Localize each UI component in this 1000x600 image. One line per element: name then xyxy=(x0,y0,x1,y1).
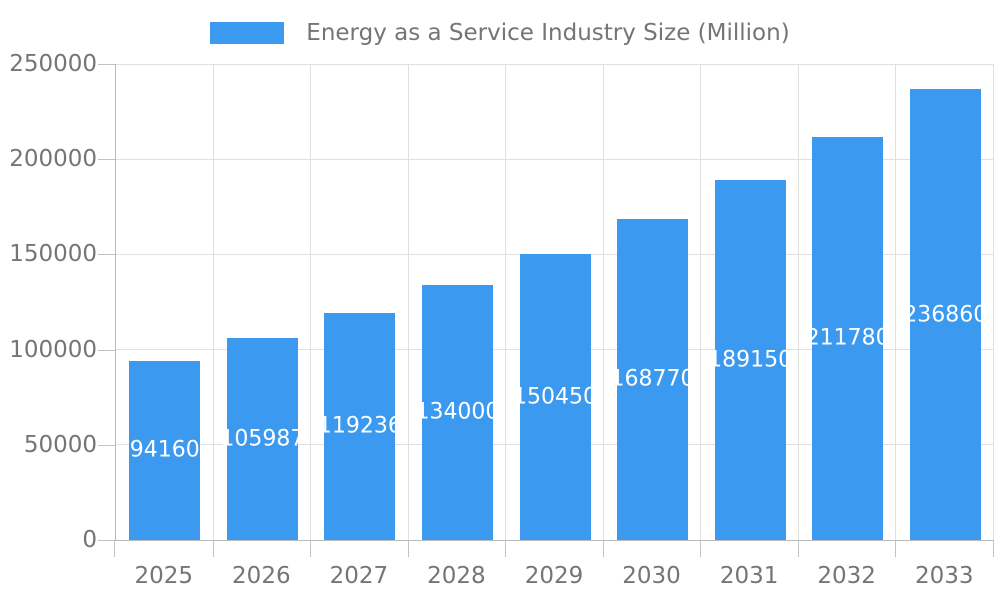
y-tick-label: 100000 xyxy=(9,336,97,363)
bar-value-label: 94160 xyxy=(129,437,200,463)
bar-value-label: 150450 xyxy=(513,384,597,410)
x-tick xyxy=(212,540,214,557)
x-tick-label: 2025 xyxy=(134,563,194,589)
y-tick xyxy=(98,444,115,446)
bar[interactable]: 105987 xyxy=(220,338,304,540)
bar-value-label: 236860 xyxy=(903,302,988,328)
x-tick-label: 2031 xyxy=(719,563,779,589)
x-tick xyxy=(993,540,994,557)
x-tick-label: 2032 xyxy=(817,563,876,589)
x-tick xyxy=(310,540,312,557)
y-tick-label: 150000 xyxy=(9,241,97,268)
y-tick xyxy=(98,254,115,256)
x-tick xyxy=(602,540,604,557)
y-tick-label: 200000 xyxy=(9,146,97,173)
v-gridline xyxy=(602,64,604,540)
v-gridline xyxy=(797,64,799,540)
bar[interactable]: 119236 xyxy=(318,312,402,540)
x-tick xyxy=(505,540,507,557)
v-gridline xyxy=(505,64,507,540)
v-gridline xyxy=(700,64,702,540)
bar-value-label: 105987 xyxy=(220,426,305,452)
x-tick-label: 2027 xyxy=(329,563,389,589)
bar-value-label: 119236 xyxy=(317,413,402,439)
h-gridline xyxy=(116,158,994,160)
x-tick xyxy=(797,540,799,557)
v-gridline xyxy=(895,64,897,540)
bar[interactable]: 150450 xyxy=(513,253,597,540)
bar[interactable]: 134000 xyxy=(415,284,499,540)
y-tick-label: 250000 xyxy=(9,51,97,77)
x-tick-label: 2033 xyxy=(914,563,974,589)
x-tick-label: 2026 xyxy=(232,563,291,589)
h-gridline xyxy=(116,63,994,65)
bar[interactable]: 211780 xyxy=(806,136,890,540)
legend[interactable]: Energy as a Service Industry Size (Milli… xyxy=(0,20,1000,46)
x-tick xyxy=(895,540,897,557)
y-tick-label: 0 xyxy=(82,527,97,553)
y-tick xyxy=(98,64,115,65)
y-tick-label: 50000 xyxy=(23,431,97,458)
bar[interactable]: 168770 xyxy=(611,218,695,540)
bar-value-label: 211780 xyxy=(805,325,890,351)
bar-value-label: 189150 xyxy=(708,347,793,373)
bar[interactable]: 189150 xyxy=(708,179,792,540)
v-gridline xyxy=(212,64,214,540)
x-tick-label: 2028 xyxy=(427,563,486,589)
x-tick-label: 2030 xyxy=(622,563,681,589)
y-tick xyxy=(98,349,115,351)
bar-value-label: 168770 xyxy=(610,366,695,392)
legend-swatch xyxy=(210,22,285,44)
v-gridline xyxy=(993,64,994,540)
y-tick xyxy=(98,159,115,161)
plot-area: 94160 105987 119236 134000 150450 168770 18915… xyxy=(115,63,994,541)
bar[interactable]: 94160 xyxy=(129,360,201,540)
v-gridline xyxy=(407,64,409,540)
bar[interactable]: 236860 xyxy=(903,89,987,540)
x-tick-label: 2029 xyxy=(524,563,584,589)
x-tick xyxy=(700,540,702,557)
y-tick xyxy=(98,540,115,541)
legend-label: Energy as a Service Industry Size (Milli… xyxy=(306,20,790,46)
x-tick xyxy=(114,540,115,557)
v-gridline xyxy=(310,64,312,540)
x-tick xyxy=(407,540,409,557)
bar-value-label: 134000 xyxy=(415,399,500,425)
